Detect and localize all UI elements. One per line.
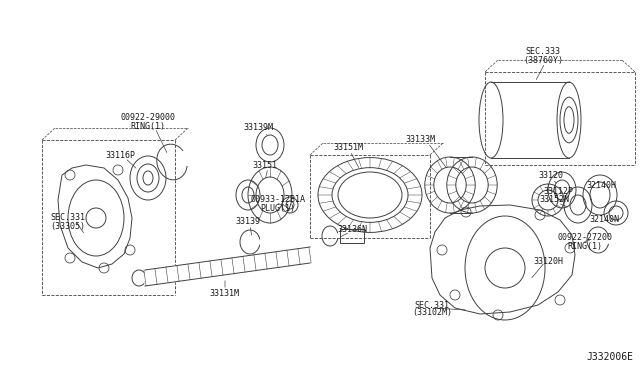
Polygon shape [145, 247, 310, 286]
Text: (33102M): (33102M) [412, 308, 452, 317]
Bar [340, 229, 364, 243]
Text: 33120: 33120 [538, 171, 563, 180]
Text: SEC.333: SEC.333 [525, 48, 561, 57]
Text: 33136N: 33136N [337, 225, 367, 234]
Text: 33152N: 33152N [539, 196, 569, 205]
Text: 32140H: 32140H [586, 180, 616, 189]
Text: 33133M: 33133M [405, 135, 435, 144]
Text: 33151M: 33151M [333, 144, 363, 153]
Text: 33116P: 33116P [105, 151, 135, 160]
Text: RING(1): RING(1) [568, 241, 602, 250]
Text: 00922-27200: 00922-27200 [557, 234, 612, 243]
Text: 33151: 33151 [253, 160, 278, 170]
Text: J332006E: J332006E [586, 352, 634, 362]
Text: 33139: 33139 [236, 218, 260, 227]
Text: RING(1): RING(1) [131, 122, 166, 131]
Text: 00922-29000: 00922-29000 [120, 113, 175, 122]
Text: 32140N: 32140N [589, 215, 619, 224]
Text: 33139M: 33139M [243, 124, 273, 132]
Text: 00933-12B1A: 00933-12B1A [250, 196, 305, 205]
Text: PLUG(1): PLUG(1) [260, 203, 296, 212]
Text: (33305): (33305) [51, 221, 86, 231]
Text: 33112P: 33112P [543, 187, 573, 196]
Text: (38760Y): (38760Y) [523, 55, 563, 64]
Text: SEC.331: SEC.331 [51, 214, 86, 222]
Text: 33120H: 33120H [533, 257, 563, 266]
Text: SEC.331: SEC.331 [415, 301, 449, 310]
Text: 33131M: 33131M [209, 289, 239, 298]
